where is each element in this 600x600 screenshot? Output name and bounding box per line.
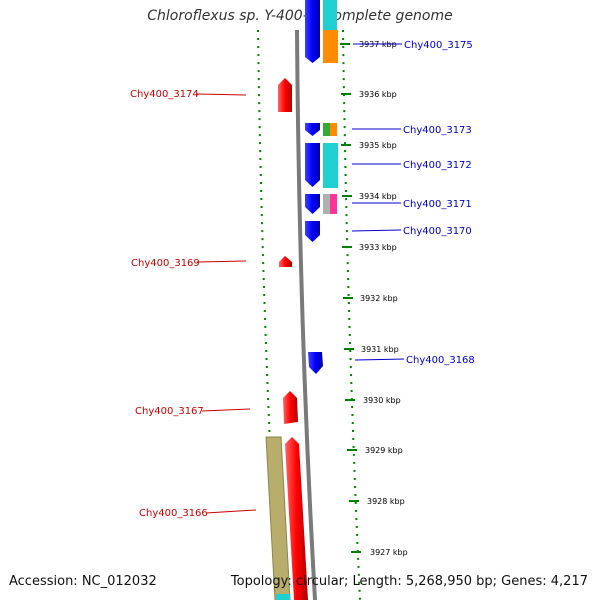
tick-label: 3934 kbp [359,192,397,201]
cog-block-cyan [323,143,338,188]
gene-label-3169[interactable]: Chy400_3169 [131,258,200,269]
cog-block-grey [323,194,331,214]
gene-arrow-3167[interactable] [283,391,298,424]
tick-label: 3931 kbp [361,345,399,354]
gene-arrow-3172[interactable] [305,143,320,187]
outer-dotted-ring [342,29,361,600]
gene-label-3168[interactable]: Chy400_3168 [406,355,475,366]
kbp-ticks [340,43,361,553]
right-gene-labels: Chy400_3175 Chy400_3173 Chy400_3172 Chy4… [351,40,475,366]
kbp-tick-labels: 3937 kbp 3936 kbp 3935 kbp 3934 kbp 3933… [359,40,408,557]
genome-backbone [295,29,317,600]
gene-arrow-3166[interactable] [285,437,308,600]
tick-label: 3935 kbp [359,141,397,150]
map-title: Chloroflexus sp. Y-400-fl, complete geno… [147,8,453,24]
cog-block-orange [323,30,338,63]
gene-arrow-3169[interactable] [279,256,292,267]
tick-label: 3932 kbp [360,294,398,303]
cog-block-cyan-top [323,0,337,30]
cog-block-orange-small [330,123,337,136]
gene-arrow-3171[interactable] [305,194,320,214]
gene-label-3166[interactable]: Chy400_3166 [139,508,208,519]
tick-label: 3928 kbp [367,497,405,506]
gene-arrow-3170[interactable] [305,221,320,242]
cog-block-pink [330,194,337,214]
inner-dotted-ring [257,29,279,600]
gene-arrow-3168[interactable] [308,352,323,374]
tick-label: 3929 kbp [365,446,403,455]
left-gene-labels: Chy400_3174 Chy400_3169 Chy400_3167 Chy4… [130,89,257,519]
cog-block-green [323,123,330,136]
gene-label-3170[interactable]: Chy400_3170 [403,226,472,237]
gene-arrow-3173[interactable] [305,123,320,136]
cog-block-olive [265,436,291,600]
tick-label: 3936 kbp [359,90,397,99]
gene-arrow-3175[interactable] [305,0,320,63]
tick-label: 3927 kbp [370,548,408,557]
gene-label-3172[interactable]: Chy400_3172 [403,160,472,171]
gene-arrow-3174[interactable] [278,78,292,112]
accession-text: Accession: NC_012032 [9,574,157,589]
gene-label-3174[interactable]: Chy400_3174 [130,89,199,100]
tick-label: 3930 kbp [363,396,401,405]
gene-label-3167[interactable]: Chy400_3167 [135,406,204,417]
gene-label-3171[interactable]: Chy400_3171 [403,199,472,210]
tick-label: 3933 kbp [359,243,397,252]
gene-label-3173[interactable]: Chy400_3173 [403,125,472,136]
cog-block-cyan-bottom [276,594,290,600]
topology-text: Topology: circular; Length: 5,268,950 bp… [230,574,588,589]
gene-label-3175[interactable]: Chy400_3175 [404,40,473,51]
